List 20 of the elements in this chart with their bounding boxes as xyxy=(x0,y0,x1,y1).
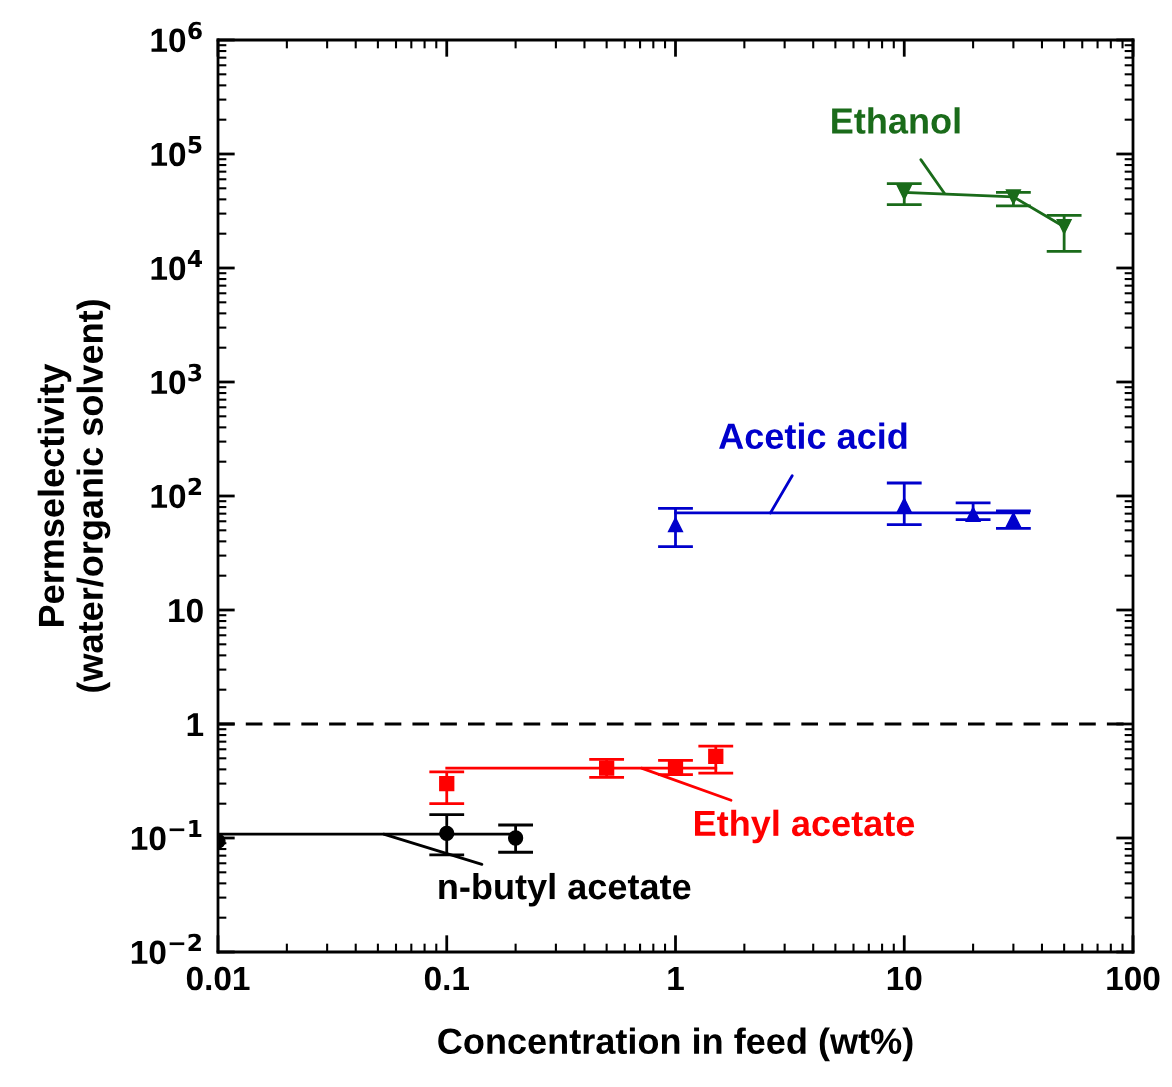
x-tick-label: 10 xyxy=(887,966,922,991)
y-tick-label: 10$^{4}$ xyxy=(151,250,202,281)
annotation: Ethanol xyxy=(832,107,960,134)
y-axis-title: Permselectivity (water/organic solvent) xyxy=(37,300,111,692)
y-tick-label: 10$^{−2}$ xyxy=(131,933,201,965)
x-tick-label: 0.1 xyxy=(424,966,469,991)
x-axis-title: Concentration in feed (wt%) xyxy=(438,1027,913,1062)
annotation: Acetic acid xyxy=(719,422,907,450)
y-tick-label: 10$^{2}$ xyxy=(151,477,202,509)
x-tick-label: 1 xyxy=(668,967,684,991)
y-tick-label: 10$^{5}$ xyxy=(151,136,202,167)
y-tick-label: 10 xyxy=(169,598,203,623)
x-tick-label: 100 xyxy=(1107,966,1160,991)
y-tick-label: 10$^{6}$ xyxy=(151,21,202,53)
annotation: n-butyl acetate xyxy=(439,872,691,907)
y-tick-label: 10$^{−1}$ xyxy=(131,820,202,851)
y-tick-label: 1 xyxy=(187,713,204,737)
y-tick-label: 10$^{3}$ xyxy=(151,363,202,395)
annotation: Ethyl acetate xyxy=(695,809,915,844)
x-tick-label: 0.01 xyxy=(186,966,250,991)
